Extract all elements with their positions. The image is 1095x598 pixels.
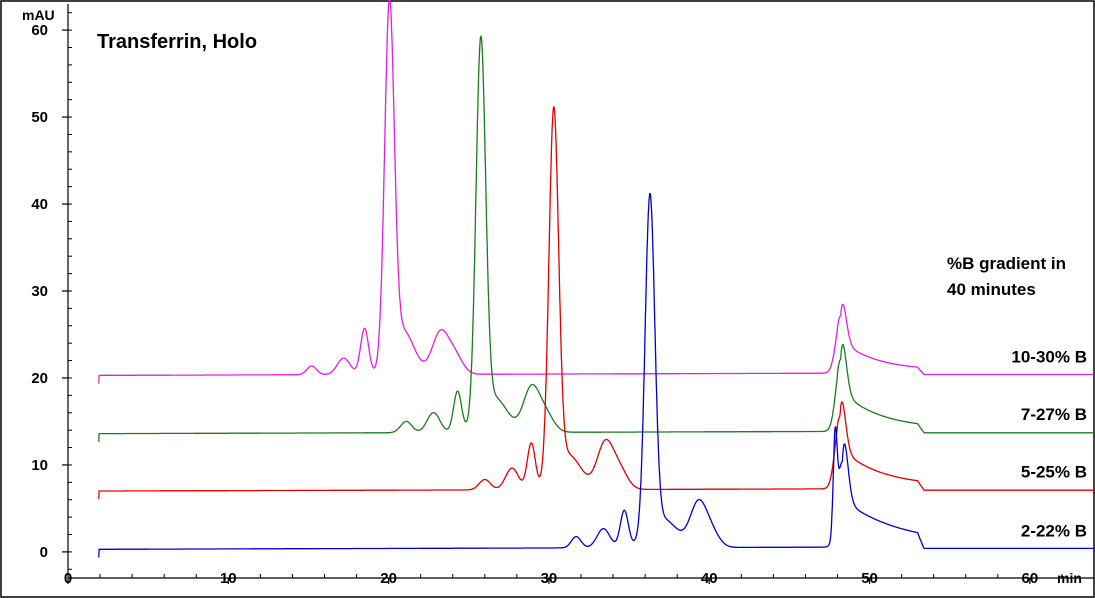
chart-title: Transferrin, Holo: [97, 31, 257, 53]
series-labels: 10-30% B 7-27% B 5-25% B 2-22% B: [1011, 348, 1087, 541]
y-tick-label: 10: [31, 457, 48, 474]
series-line-3: [98, 192, 1095, 558]
y-axis-label: mAU: [22, 7, 55, 23]
y-tick-label: 0: [40, 544, 48, 561]
y-tick-label: 50: [31, 109, 48, 126]
series-layer: [98, 0, 1095, 558]
x-tick-label: 30: [541, 570, 558, 587]
series-label-3: 2-22% B: [1021, 522, 1087, 541]
series-label-2: 5-25% B: [1021, 462, 1087, 481]
x-tick-label: 40: [701, 570, 718, 587]
x-tick-label: 60: [1022, 570, 1039, 587]
x-tick-label: 20: [380, 570, 397, 587]
y-tick-label: 30: [31, 283, 48, 300]
series-label-0: 10-30% B: [1011, 348, 1087, 367]
series-line-1: [98, 35, 1095, 443]
x-tick-label: 50: [861, 570, 878, 587]
series-label-1: 7-27% B: [1021, 405, 1087, 424]
y-tick-label: 20: [31, 370, 48, 387]
gradient-note-line-1: %B gradient in: [947, 254, 1066, 273]
x-tick-label: 0: [64, 570, 72, 587]
y-tick-label: 60: [31, 22, 48, 39]
y-tick-label: 40: [31, 196, 48, 213]
series-line-0: [98, 0, 1095, 384]
gradient-note-line-2: 40 minutes: [947, 280, 1036, 299]
series-line-2: [98, 106, 1095, 500]
x-tick-label: 10: [220, 570, 237, 587]
x-axis-label: min: [1057, 570, 1082, 586]
axes: 0 10 20 30 40 50 60 0 10 20 30 40 50 60: [31, 4, 1095, 587]
